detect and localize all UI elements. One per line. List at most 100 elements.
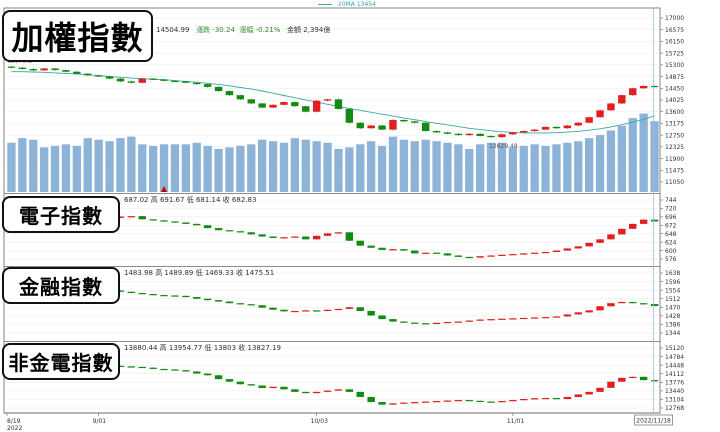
volume-bar xyxy=(258,139,267,192)
non-fin-elec-candle xyxy=(312,391,321,394)
electronics-candle xyxy=(563,248,572,251)
volume-bar xyxy=(574,141,583,192)
finance-candle xyxy=(323,309,332,311)
electronics-y-tick-label: 600 xyxy=(665,248,677,255)
volume-bar xyxy=(410,141,419,192)
electronics-candle xyxy=(585,242,593,247)
volume-bar xyxy=(563,142,572,192)
electronics-y-tick-label: 696 xyxy=(665,214,677,221)
electronics-high: 691.67 xyxy=(159,196,185,204)
volume-bar xyxy=(541,145,550,192)
non-fin-elec-candle xyxy=(476,400,484,403)
taiex-candle xyxy=(465,133,473,136)
finance-candle xyxy=(487,319,495,321)
taiex-candle xyxy=(193,82,201,85)
non-fin-elec-candle xyxy=(247,384,255,386)
finance-candle xyxy=(520,317,528,320)
finance-candle xyxy=(421,323,430,325)
non-fin-elec-candle xyxy=(421,401,430,403)
electronics-y-tick-label: 720 xyxy=(665,206,677,213)
taiex-candle xyxy=(454,133,463,136)
electronics-candle xyxy=(650,219,659,222)
non-fin-elec-y-tick-label: 14112 xyxy=(665,371,684,378)
volume-bar xyxy=(61,144,71,192)
finance-candle xyxy=(127,291,136,293)
electronics-candle xyxy=(574,246,582,249)
taiex-y-tick-label: 13600 xyxy=(665,109,684,116)
non-fin-elec-title: 非金電指數 xyxy=(2,343,120,380)
non-fin-elec-candle xyxy=(160,368,168,371)
non-fin-elec-candle xyxy=(378,402,386,405)
taiex-candle xyxy=(509,132,517,135)
finance-candle xyxy=(258,305,266,308)
finance-candle xyxy=(552,316,561,318)
finance-candle xyxy=(476,319,484,321)
finance-candle xyxy=(138,293,146,295)
finance-candle xyxy=(225,301,234,304)
finance-candle xyxy=(629,301,637,304)
electronics-open: 687.02 xyxy=(124,196,149,204)
non-fin-elec-candle xyxy=(127,366,136,368)
taiex-candle xyxy=(596,110,604,118)
non-fin-elec-candle xyxy=(574,394,582,397)
electronics-candle xyxy=(160,220,168,222)
volume-bar xyxy=(159,144,169,192)
taiex-y-tick-label: 14450 xyxy=(665,85,684,92)
electronics-y-tick-label: 744 xyxy=(665,197,677,204)
finance-candle xyxy=(334,308,343,311)
taiex-pct-label: 漲幅 xyxy=(239,26,254,34)
taiex-candle xyxy=(127,81,136,83)
electronics-title: 電子指數 xyxy=(2,196,120,233)
volume-bar xyxy=(29,139,38,192)
taiex-y-tick-label: 16575 xyxy=(665,27,684,34)
volume-bar xyxy=(497,142,507,192)
electronics-candle xyxy=(127,216,136,218)
non-fin-elec-candle xyxy=(454,400,463,402)
taiex-candle xyxy=(236,95,245,100)
non-fin-elec-candle xyxy=(509,400,517,402)
finance-low-label: 低 xyxy=(195,269,203,277)
volume-bar xyxy=(530,144,539,192)
non-fin-elec-low: 13803 xyxy=(213,344,237,352)
electronics-candle xyxy=(269,236,277,238)
electronics-candle xyxy=(596,239,604,243)
non-fin-elec-candle xyxy=(585,391,593,395)
taiex-change: -30.24 xyxy=(212,26,235,34)
finance-candle xyxy=(247,304,255,306)
taiex-y-tick-label: 14025 xyxy=(665,97,684,104)
finance-y-tick-label: 1386 xyxy=(665,322,680,329)
electronics-candle xyxy=(629,223,637,229)
taiex-candle xyxy=(94,75,103,77)
finance-candle xyxy=(563,314,572,317)
volume-bar xyxy=(40,147,49,192)
finance-candle xyxy=(345,307,354,309)
volume-bar xyxy=(356,144,365,192)
non-fin-elec-candle xyxy=(498,401,506,403)
taiex-candle xyxy=(247,99,255,104)
electronics-candle xyxy=(258,234,266,237)
electronics-candle xyxy=(421,252,430,254)
non-fin-elec-candle xyxy=(291,389,299,392)
taiex-candle xyxy=(345,108,354,123)
electronics-candle xyxy=(378,247,386,250)
finance-candle xyxy=(182,295,190,298)
non-fin-elec-y-tick-label: 13440 xyxy=(665,388,684,395)
current-date-box xyxy=(634,414,673,426)
volume-bar xyxy=(377,145,387,192)
electronics-candle xyxy=(552,250,561,252)
finance-candle xyxy=(541,317,550,319)
volume-bar xyxy=(192,142,201,192)
volume-bar xyxy=(72,145,81,192)
volume-bar xyxy=(334,148,343,192)
non-fin-elec-candle xyxy=(225,379,234,382)
ma-legend-label: 20MA 13454 xyxy=(338,1,376,8)
non-fin-elec-candle xyxy=(182,370,190,372)
finance-info: 1483.98 高 1489.89 低 1469.33 收 1475.51 xyxy=(124,268,274,278)
volume-bar xyxy=(628,118,637,192)
non-fin-elec-candle xyxy=(618,377,626,382)
taiex-candle xyxy=(40,68,48,71)
volume-bar xyxy=(290,138,299,192)
taiex-y-tick-label: 11900 xyxy=(665,156,684,163)
taiex-y-tick-label: 11475 xyxy=(665,167,684,174)
electronics-y-tick-label: 672 xyxy=(665,222,677,229)
